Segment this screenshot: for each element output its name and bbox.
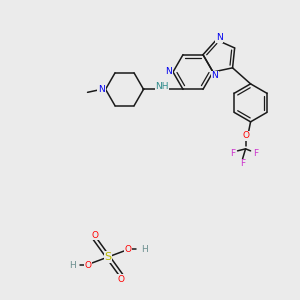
Text: F: F	[230, 149, 235, 158]
Text: O: O	[118, 274, 124, 284]
Text: N: N	[98, 85, 105, 94]
Text: N: N	[216, 33, 223, 42]
Text: N: N	[212, 71, 218, 80]
Text: O: O	[92, 230, 98, 239]
Text: H: H	[69, 260, 75, 269]
Text: NH: NH	[155, 82, 169, 91]
Text: O: O	[85, 260, 92, 269]
Text: H: H	[141, 244, 147, 253]
Text: S: S	[104, 252, 112, 262]
Text: F: F	[240, 159, 245, 168]
Text: O: O	[124, 244, 131, 253]
Text: N: N	[166, 68, 172, 76]
Text: O: O	[242, 131, 249, 140]
Text: F: F	[253, 149, 258, 158]
